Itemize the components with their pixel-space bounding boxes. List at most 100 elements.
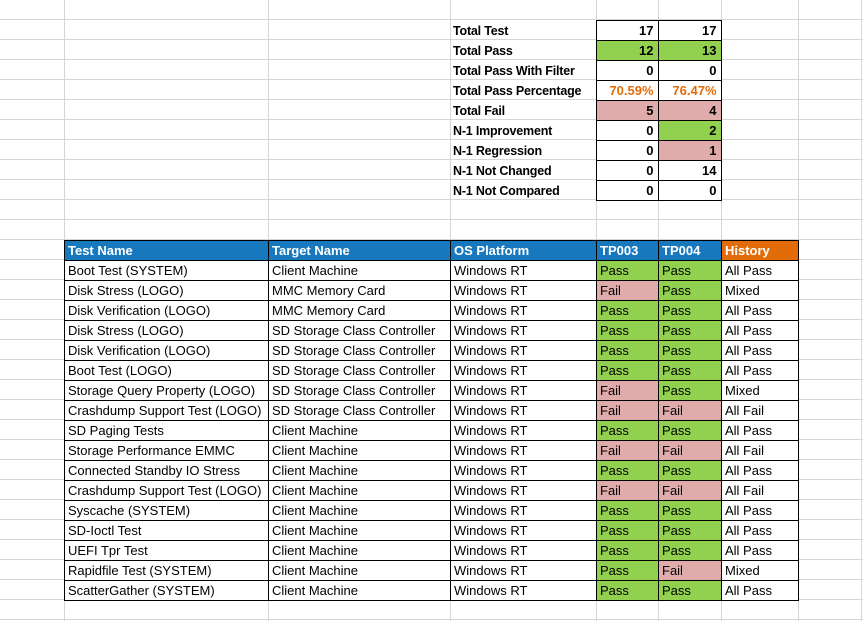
cell-tp004[interactable]: Pass (658, 300, 722, 321)
cell-target-name[interactable]: Client Machine (268, 420, 451, 441)
cell-test-name[interactable]: Storage Performance EMMC (64, 440, 269, 461)
summary-value-col2[interactable]: 0 (657, 60, 722, 81)
cell-test-name[interactable]: Crashdump Support Test (LOGO) (64, 400, 269, 421)
cell-tp004[interactable]: Pass (658, 340, 722, 361)
cell-target-name[interactable]: MMC Memory Card (268, 280, 451, 301)
cell-tp003[interactable]: Fail (596, 280, 659, 301)
cell-tp003[interactable]: Pass (596, 320, 659, 341)
cell-tp004[interactable]: Fail (658, 480, 722, 501)
cell-tp003[interactable]: Fail (596, 380, 659, 401)
cell-target-name[interactable]: Client Machine (268, 480, 451, 501)
cell-tp004[interactable]: Pass (658, 360, 722, 381)
cell-target-name[interactable]: SD Storage Class Controller (268, 340, 451, 361)
cell-history[interactable]: All Fail (721, 480, 799, 501)
cell-history[interactable]: All Pass (721, 520, 799, 541)
summary-label[interactable]: N-1 Not Compared (453, 183, 560, 198)
summary-value-col1[interactable]: 12 (595, 40, 659, 61)
cell-os-platform[interactable]: Windows RT (450, 360, 597, 381)
cell-tp003[interactable]: Pass (596, 360, 659, 381)
cell-tp003[interactable]: Pass (596, 460, 659, 481)
cell-test-name[interactable]: Boot Test (LOGO) (64, 360, 269, 381)
cell-test-name[interactable]: Rapidfile Test (SYSTEM) (64, 560, 269, 581)
cell-tp003[interactable]: Pass (596, 420, 659, 441)
summary-value-col2[interactable]: 17 (657, 20, 722, 41)
cell-history[interactable]: All Fail (721, 400, 799, 421)
cell-test-name[interactable]: SD Paging Tests (64, 420, 269, 441)
cell-tp003[interactable]: Pass (596, 580, 659, 601)
cell-target-name[interactable]: MMC Memory Card (268, 300, 451, 321)
cell-history[interactable]: Mixed (721, 380, 799, 401)
cell-test-name[interactable]: Disk Stress (LOGO) (64, 320, 269, 341)
cell-history[interactable]: All Pass (721, 420, 799, 441)
cell-history[interactable]: Mixed (721, 280, 799, 301)
cell-os-platform[interactable]: Windows RT (450, 460, 597, 481)
cell-os-platform[interactable]: Windows RT (450, 560, 597, 581)
cell-os-platform[interactable]: Windows RT (450, 420, 597, 441)
cell-tp004[interactable]: Pass (658, 520, 722, 541)
cell-history[interactable]: All Pass (721, 300, 799, 321)
cell-target-name[interactable]: Client Machine (268, 540, 451, 561)
cell-target-name[interactable]: Client Machine (268, 500, 451, 521)
column-header-tp004[interactable]: TP004 (658, 240, 722, 261)
cell-tp003[interactable]: Pass (596, 260, 659, 281)
cell-tp003[interactable]: Pass (596, 540, 659, 561)
cell-tp004[interactable]: Pass (658, 460, 722, 481)
summary-value-col1[interactable]: 5 (595, 100, 659, 121)
cell-history[interactable]: All Fail (721, 440, 799, 461)
cell-os-platform[interactable]: Windows RT (450, 520, 597, 541)
summary-value-col2[interactable]: 0 (657, 180, 722, 201)
cell-history[interactable]: All Pass (721, 320, 799, 341)
summary-label[interactable]: Total Test (453, 23, 509, 38)
cell-test-name[interactable]: ScatterGather (SYSTEM) (64, 580, 269, 601)
cell-history[interactable]: All Pass (721, 580, 799, 601)
summary-value-col2[interactable]: 76.47% (657, 80, 722, 101)
summary-value-col2[interactable]: 13 (657, 40, 722, 61)
cell-test-name[interactable]: Disk Stress (LOGO) (64, 280, 269, 301)
cell-history[interactable]: All Pass (721, 540, 799, 561)
summary-value-col2[interactable]: 1 (657, 140, 722, 161)
summary-label[interactable]: N-1 Improvement (453, 123, 553, 138)
cell-test-name[interactable]: Storage Query Property (LOGO) (64, 380, 269, 401)
cell-target-name[interactable]: SD Storage Class Controller (268, 380, 451, 401)
cell-os-platform[interactable]: Windows RT (450, 500, 597, 521)
cell-history[interactable]: All Pass (721, 260, 799, 281)
summary-value-col1[interactable]: 0 (595, 180, 659, 201)
cell-target-name[interactable]: Client Machine (268, 440, 451, 461)
cell-tp004[interactable]: Pass (658, 380, 722, 401)
cell-tp003[interactable]: Fail (596, 480, 659, 501)
column-header-tp003[interactable]: TP003 (596, 240, 659, 261)
cell-os-platform[interactable]: Windows RT (450, 440, 597, 461)
cell-history[interactable]: Mixed (721, 560, 799, 581)
summary-value-col1[interactable]: 0 (595, 120, 659, 141)
cell-os-platform[interactable]: Windows RT (450, 400, 597, 421)
summary-label[interactable]: Total Pass Percentage (453, 83, 582, 98)
cell-target-name[interactable]: SD Storage Class Controller (268, 360, 451, 381)
cell-history[interactable]: All Pass (721, 460, 799, 481)
cell-test-name[interactable]: Boot Test (SYSTEM) (64, 260, 269, 281)
summary-value-col2[interactable]: 4 (657, 100, 722, 121)
cell-test-name[interactable]: Disk Verification (LOGO) (64, 340, 269, 361)
cell-tp004[interactable]: Pass (658, 280, 722, 301)
cell-os-platform[interactable]: Windows RT (450, 480, 597, 501)
cell-os-platform[interactable]: Windows RT (450, 380, 597, 401)
cell-tp004[interactable]: Fail (658, 400, 722, 421)
cell-test-name[interactable]: UEFI Tpr Test (64, 540, 269, 561)
cell-test-name[interactable]: SD-Ioctl Test (64, 520, 269, 541)
cell-os-platform[interactable]: Windows RT (450, 280, 597, 301)
cell-tp004[interactable]: Fail (658, 560, 722, 581)
summary-value-col2[interactable]: 2 (657, 120, 722, 141)
cell-target-name[interactable]: Client Machine (268, 460, 451, 481)
cell-tp003[interactable]: Pass (596, 520, 659, 541)
column-header-test-name[interactable]: Test Name (64, 240, 269, 261)
cell-test-name[interactable]: Crashdump Support Test (LOGO) (64, 480, 269, 501)
cell-target-name[interactable]: Client Machine (268, 260, 451, 281)
cell-history[interactable]: All Pass (721, 500, 799, 521)
summary-value-col1[interactable]: 0 (595, 160, 659, 181)
column-header-target-name[interactable]: Target Name (268, 240, 451, 261)
cell-target-name[interactable]: Client Machine (268, 560, 451, 581)
cell-target-name[interactable]: Client Machine (268, 580, 451, 601)
cell-target-name[interactable]: SD Storage Class Controller (268, 400, 451, 421)
cell-tp004[interactable]: Pass (658, 540, 722, 561)
summary-value-col1[interactable]: 70.59% (595, 80, 659, 101)
summary-label[interactable]: N-1 Regression (453, 143, 542, 158)
